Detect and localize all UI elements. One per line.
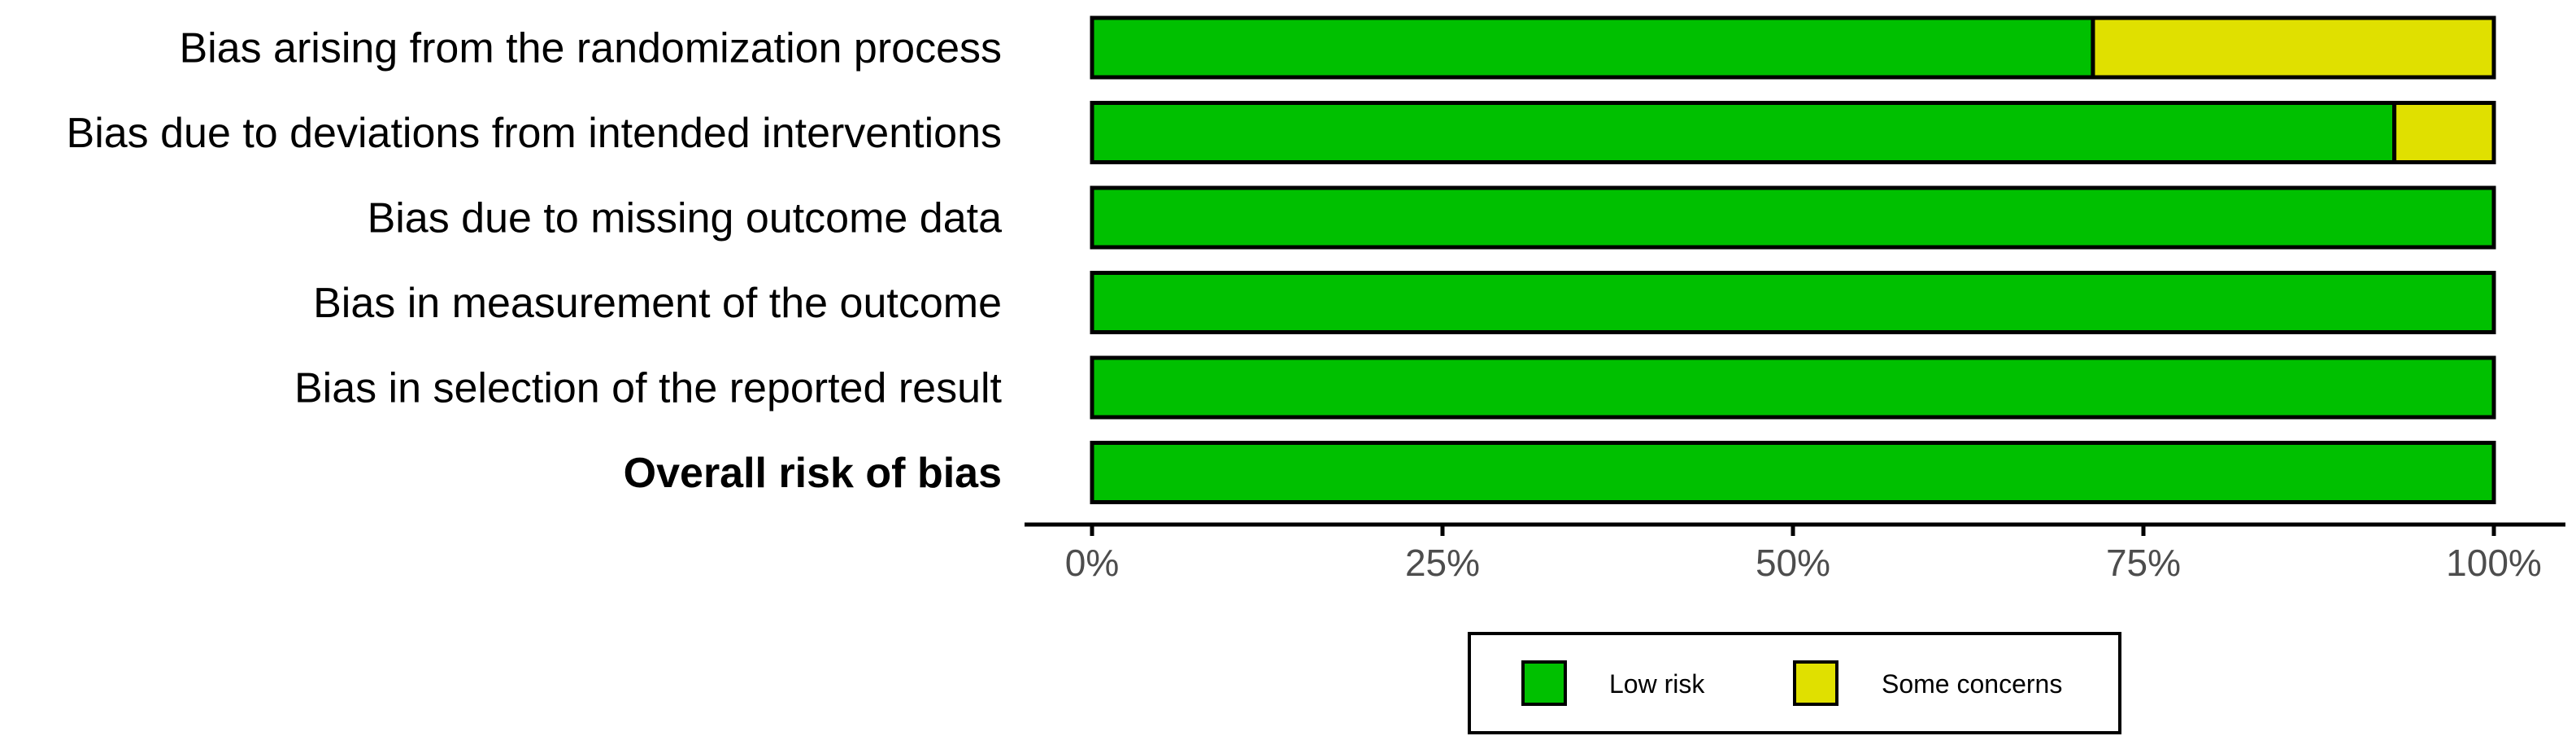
bar-low-risk-0 [1090,15,2095,80]
legend-label-some-concerns: Some concerns [1882,669,2062,699]
bar-low-risk-2 [1090,185,2496,250]
x-tick-label-2: 50% [1756,542,1830,584]
legend-box [1468,632,2121,734]
bar-low-risk-4 [1090,355,2496,420]
row-label-5: Overall risk of bias [624,450,1002,497]
x-tick-label-1: 25% [1405,542,1480,584]
x-tick-label-3: 75% [2106,542,2181,584]
legend-swatch-some-concerns [1793,660,1838,706]
legend-swatch-low-risk [1521,660,1567,706]
x-tick-label-4: 100% [2446,542,2542,584]
row-label-4: Bias in selection of the reported result [294,365,1003,412]
bar-low-risk-5 [1090,441,2496,504]
bar-low-risk-1 [1090,101,2397,164]
row-label-0: Bias arising from the randomization proc… [179,25,1002,72]
legend-label-low-risk: Low risk [1609,669,1705,699]
bar-some-concerns-1 [2392,101,2496,164]
bar-some-concerns-0 [2091,15,2496,80]
row-label-2: Bias due to missing outcome data [368,195,1003,242]
x-tick-label-0: 0% [1065,542,1119,584]
row-label-1: Bias due to deviations from intended int… [67,110,1002,157]
bar-low-risk-3 [1090,271,2496,334]
row-label-3: Bias in measurement of the outcome [313,280,1002,327]
